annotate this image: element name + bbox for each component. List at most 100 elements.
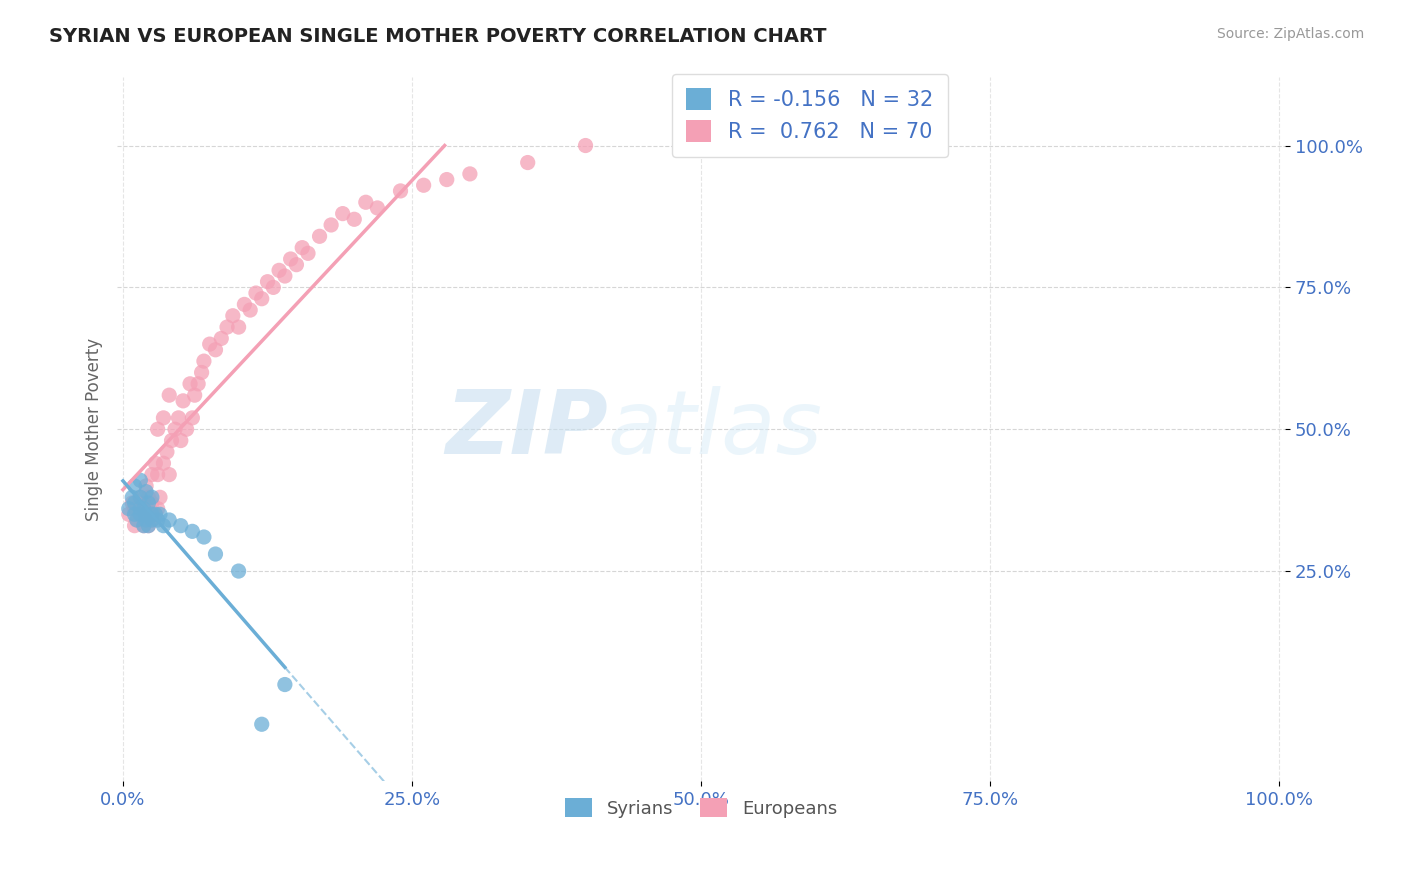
Point xyxy=(245,286,267,301)
Point xyxy=(274,677,297,691)
Point xyxy=(574,138,596,153)
Point xyxy=(172,393,194,408)
Point xyxy=(215,320,238,334)
Legend: Syrians, Europeans: Syrians, Europeans xyxy=(558,791,845,825)
Point xyxy=(141,467,163,482)
Point xyxy=(143,456,166,470)
Point xyxy=(132,518,155,533)
Point xyxy=(138,518,160,533)
Text: Source: ZipAtlas.com: Source: ZipAtlas.com xyxy=(1216,27,1364,41)
Point xyxy=(124,501,146,516)
Point xyxy=(274,268,297,283)
Point xyxy=(129,501,152,516)
Point xyxy=(135,484,157,499)
Point xyxy=(280,252,302,266)
Point xyxy=(118,508,141,522)
Point xyxy=(143,508,166,522)
Point xyxy=(170,518,193,533)
Point xyxy=(135,479,157,493)
Point xyxy=(204,343,226,357)
Y-axis label: Single Mother Poverty: Single Mother Poverty xyxy=(86,338,103,521)
Point xyxy=(121,491,143,505)
Point xyxy=(146,501,169,516)
Point xyxy=(149,508,172,522)
Point xyxy=(193,354,215,368)
Point xyxy=(516,155,538,169)
Point xyxy=(291,241,314,255)
Point xyxy=(129,508,152,522)
Point xyxy=(332,206,354,220)
Point xyxy=(129,508,152,522)
Point xyxy=(285,258,308,272)
Point xyxy=(190,366,212,380)
Point xyxy=(129,473,152,487)
Point xyxy=(239,303,262,318)
Point xyxy=(138,491,160,505)
Point xyxy=(233,297,256,311)
Point xyxy=(135,501,157,516)
Text: ZIP: ZIP xyxy=(444,385,607,473)
Point xyxy=(170,434,193,448)
Point xyxy=(135,508,157,522)
Point xyxy=(163,422,186,436)
Point xyxy=(152,456,174,470)
Point xyxy=(176,422,198,436)
Point xyxy=(132,518,155,533)
Point xyxy=(204,547,226,561)
Point xyxy=(143,508,166,522)
Point xyxy=(124,496,146,510)
Point xyxy=(138,518,160,533)
Point xyxy=(135,513,157,527)
Point xyxy=(124,518,146,533)
Point xyxy=(250,292,273,306)
Point xyxy=(132,501,155,516)
Point xyxy=(354,195,377,210)
Point xyxy=(458,167,481,181)
Point xyxy=(181,410,204,425)
Point xyxy=(250,717,273,731)
Point xyxy=(183,388,205,402)
Point xyxy=(262,280,284,294)
Point xyxy=(146,422,169,436)
Point xyxy=(152,518,174,533)
Point xyxy=(181,524,204,539)
Point xyxy=(141,513,163,527)
Point xyxy=(193,530,215,544)
Point xyxy=(267,263,290,277)
Point xyxy=(141,491,163,505)
Point xyxy=(412,178,434,193)
Point xyxy=(141,508,163,522)
Point xyxy=(125,513,148,527)
Point xyxy=(179,376,201,391)
Point xyxy=(157,513,180,527)
Point xyxy=(124,479,146,493)
Point xyxy=(141,513,163,527)
Point xyxy=(198,337,221,351)
Point xyxy=(222,309,245,323)
Point xyxy=(121,496,143,510)
Point xyxy=(129,491,152,505)
Point xyxy=(118,501,141,516)
Point xyxy=(135,513,157,527)
Point xyxy=(132,496,155,510)
Point xyxy=(152,410,174,425)
Point xyxy=(141,496,163,510)
Point xyxy=(228,320,250,334)
Point xyxy=(146,467,169,482)
Point xyxy=(125,513,148,527)
Point xyxy=(167,410,190,425)
Point xyxy=(146,513,169,527)
Point xyxy=(138,496,160,510)
Text: SYRIAN VS EUROPEAN SINGLE MOTHER POVERTY CORRELATION CHART: SYRIAN VS EUROPEAN SINGLE MOTHER POVERTY… xyxy=(49,27,827,45)
Point xyxy=(124,508,146,522)
Point xyxy=(297,246,319,260)
Point xyxy=(366,201,388,215)
Point xyxy=(157,388,180,402)
Point xyxy=(209,331,232,345)
Point xyxy=(160,434,183,448)
Point xyxy=(389,184,412,198)
Point xyxy=(156,445,179,459)
Point xyxy=(343,212,366,227)
Point xyxy=(308,229,330,244)
Point xyxy=(149,491,172,505)
